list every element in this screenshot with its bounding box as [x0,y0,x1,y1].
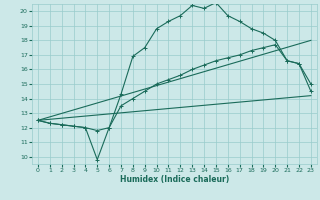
X-axis label: Humidex (Indice chaleur): Humidex (Indice chaleur) [120,175,229,184]
